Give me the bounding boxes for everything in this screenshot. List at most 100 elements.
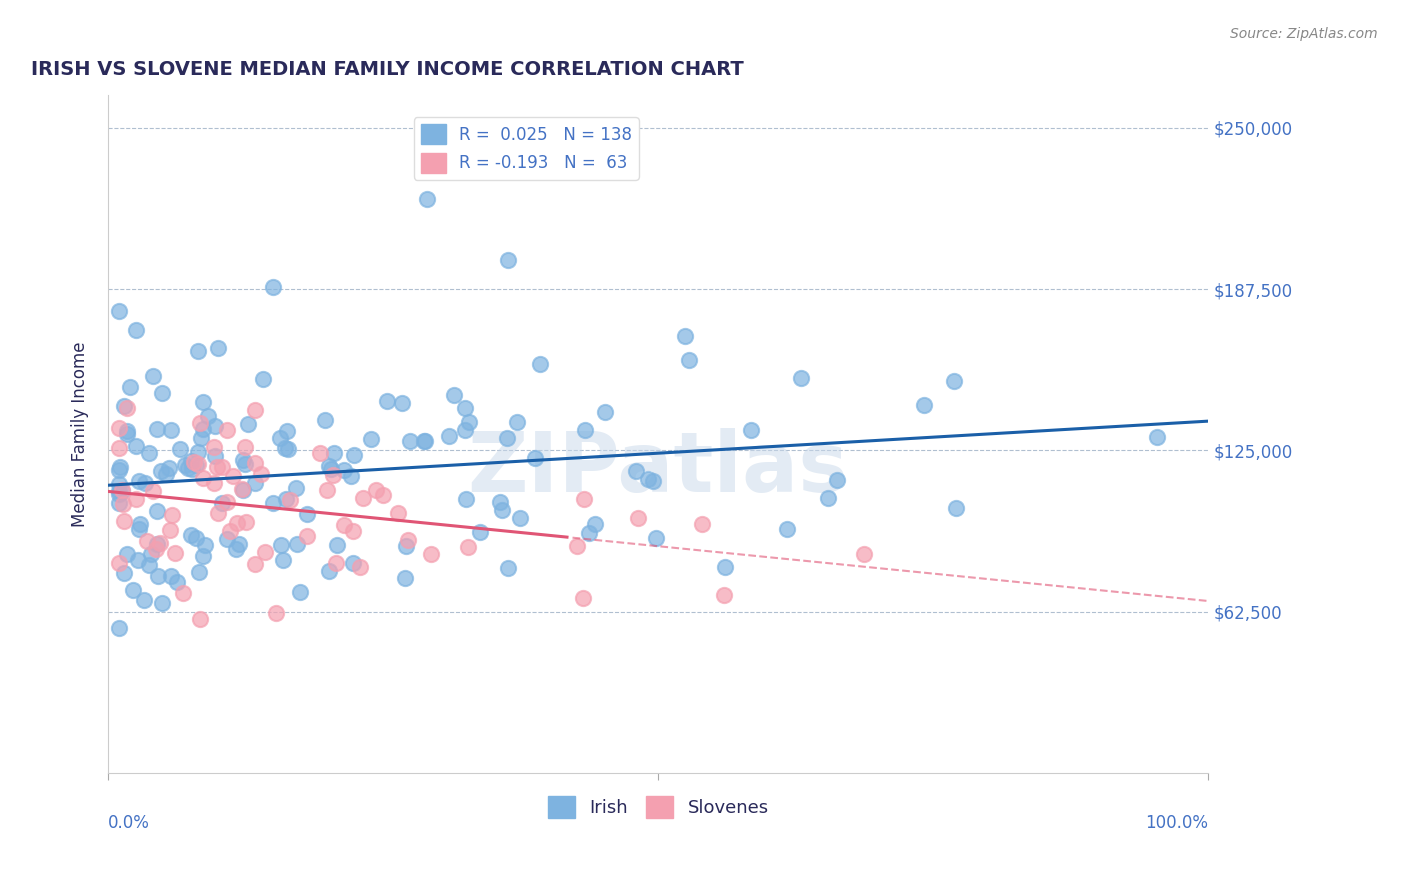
Point — [243, 403, 266, 417]
Point — [155, 467, 177, 481]
Point — [150, 385, 173, 400]
Point — [489, 495, 512, 509]
Point — [115, 427, 138, 442]
Point — [645, 531, 668, 545]
Point — [326, 538, 349, 552]
Point — [457, 540, 479, 554]
Point — [146, 504, 169, 518]
Point — [187, 458, 209, 472]
Point — [207, 341, 229, 355]
Point — [593, 404, 616, 418]
Point — [269, 431, 291, 445]
Point — [204, 419, 226, 434]
Point — [149, 464, 172, 478]
Point — [108, 303, 131, 318]
Point — [567, 539, 589, 553]
Point — [115, 425, 138, 439]
Point — [172, 585, 194, 599]
Point — [150, 597, 173, 611]
Point — [142, 483, 165, 498]
Point — [276, 424, 298, 438]
Point — [146, 569, 169, 583]
Text: 0.0%: 0.0% — [108, 814, 150, 832]
Point — [108, 496, 131, 510]
Point — [458, 415, 481, 429]
Point — [149, 536, 172, 550]
Point — [108, 477, 131, 491]
Point — [491, 503, 513, 517]
Point — [169, 442, 191, 456]
Point — [288, 585, 311, 599]
Point — [342, 556, 364, 570]
Point — [128, 517, 150, 532]
Point — [134, 475, 156, 490]
Point — [222, 469, 245, 483]
Point — [740, 423, 762, 437]
Point — [942, 375, 965, 389]
Point — [496, 252, 519, 267]
Point — [184, 458, 207, 472]
Point — [387, 506, 409, 520]
Point — [413, 434, 436, 448]
Point — [254, 545, 277, 559]
Point — [364, 483, 387, 497]
Point — [228, 536, 250, 550]
Point — [524, 450, 547, 465]
Point — [714, 560, 737, 574]
Point — [233, 458, 256, 472]
Point — [371, 488, 394, 502]
Point — [160, 569, 183, 583]
Point — [205, 460, 228, 475]
Point — [277, 442, 299, 456]
Point — [120, 380, 142, 394]
Point — [454, 423, 477, 437]
Point — [233, 440, 256, 454]
Point — [496, 560, 519, 574]
Point — [165, 545, 187, 559]
Point — [145, 542, 167, 557]
Point — [112, 514, 135, 528]
Point — [262, 495, 284, 509]
Point — [360, 433, 382, 447]
Point — [125, 323, 148, 337]
Point — [399, 434, 422, 449]
Point — [284, 481, 307, 495]
Point — [243, 456, 266, 470]
Point — [111, 497, 134, 511]
Point — [193, 395, 215, 409]
Point — [112, 566, 135, 580]
Point — [115, 401, 138, 416]
Point — [456, 492, 478, 507]
Point — [188, 565, 211, 579]
Text: ZIPatlas: ZIPatlas — [468, 427, 849, 508]
Point — [112, 399, 135, 413]
Point — [108, 463, 131, 477]
Point — [108, 441, 131, 455]
Point — [204, 449, 226, 463]
Point — [572, 492, 595, 507]
Y-axis label: Median Family Income: Median Family Income — [72, 342, 89, 527]
Point — [197, 409, 219, 423]
Point — [188, 612, 211, 626]
Point — [274, 492, 297, 507]
Point — [211, 496, 233, 510]
Point — [180, 462, 202, 476]
Point — [776, 522, 799, 536]
Point — [349, 560, 371, 574]
Point — [271, 553, 294, 567]
Point — [263, 279, 285, 293]
Point — [323, 446, 346, 460]
Point — [626, 464, 648, 478]
Point — [191, 470, 214, 484]
Point — [180, 528, 202, 542]
Point — [314, 412, 336, 426]
Point — [225, 541, 247, 556]
Point — [509, 511, 531, 525]
Point — [243, 557, 266, 571]
Point — [250, 467, 273, 481]
Point — [945, 501, 967, 516]
Point — [188, 416, 211, 430]
Point — [333, 463, 356, 477]
Point — [238, 417, 260, 432]
Point — [316, 483, 339, 497]
